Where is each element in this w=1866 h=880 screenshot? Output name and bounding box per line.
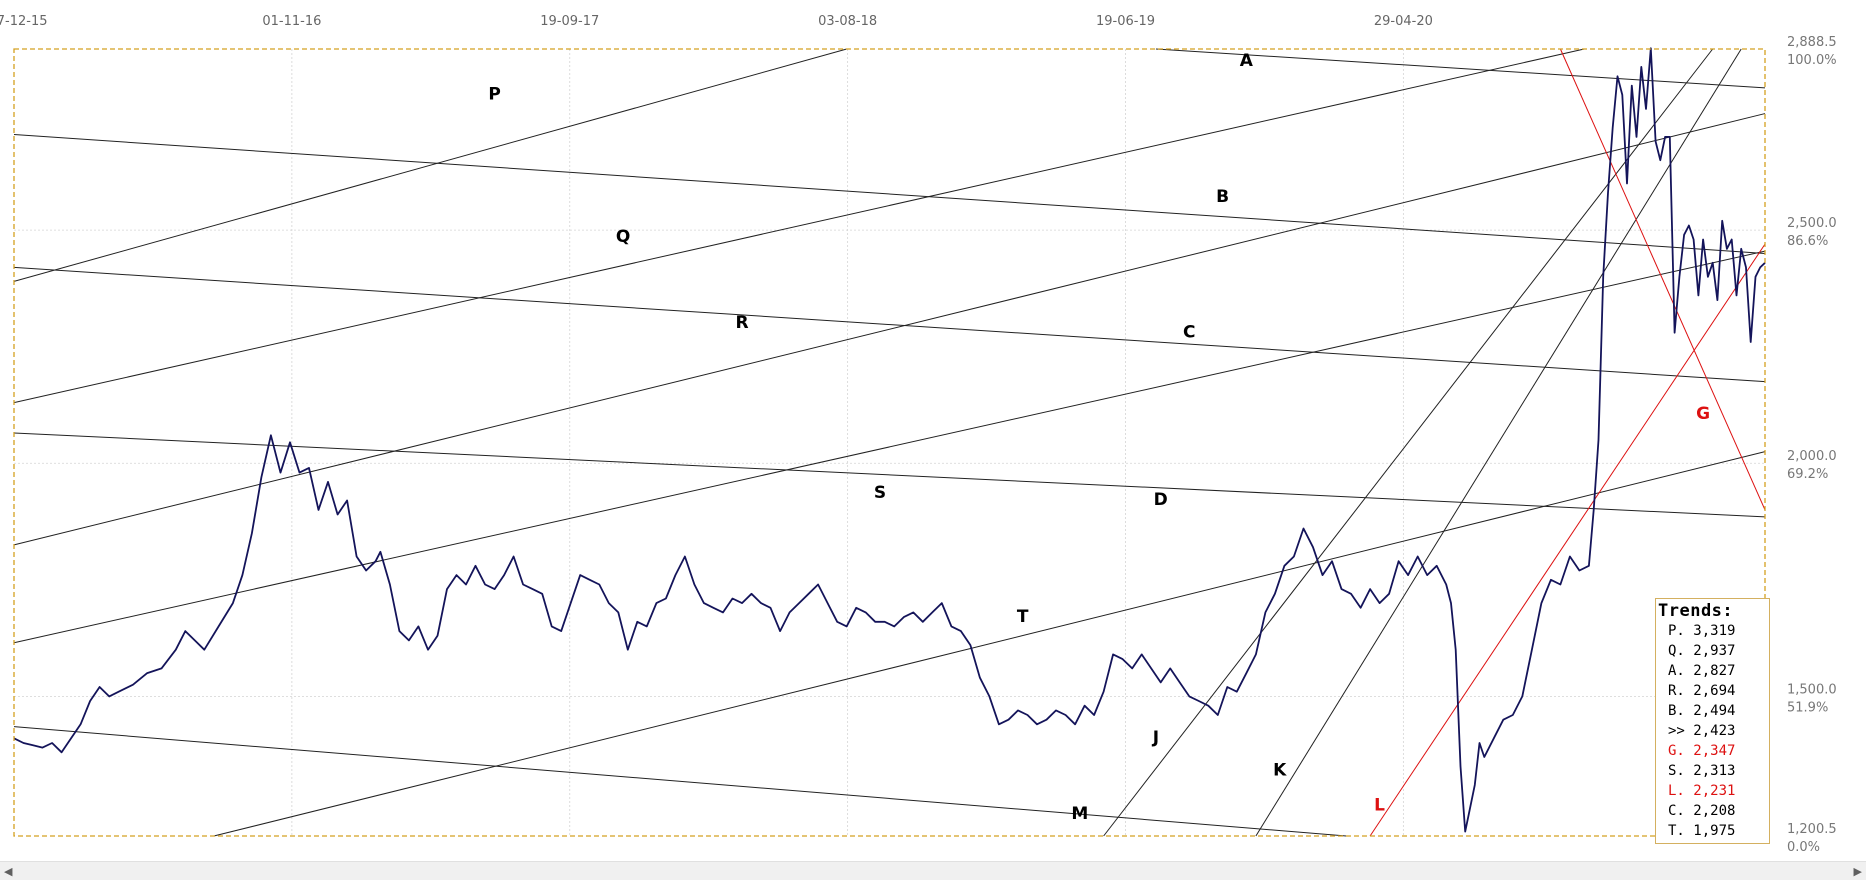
y-tick-percent-label: 51.9% <box>1787 700 1828 715</box>
plot-frame <box>13 48 1766 837</box>
trend-label-p: P <box>488 85 500 105</box>
scroll-right-arrow-icon[interactable]: ▶ <box>1853 865 1862 878</box>
legend-item: C. 2,208 <box>1668 803 1736 819</box>
legend-item: R. 2,694 <box>1668 683 1736 699</box>
x-tick-label: 03-08-18 <box>818 14 877 29</box>
trend-line-a <box>1155 48 1766 89</box>
trend-label-b: B <box>1216 187 1229 207</box>
trend-label-g: G <box>1696 404 1710 424</box>
trend-line-d <box>13 432 1766 518</box>
y-tick-price-label: 2,000.0 <box>1787 449 1837 464</box>
y-tick-price-label: 2,500.0 <box>1787 216 1837 231</box>
trend-label-j: J <box>1152 728 1159 748</box>
x-tick-label: 29-04-20 <box>1374 14 1433 29</box>
y-axis-ticks: 2,888.5 100.0% 2,500.0 86.6% 2,000.0 69.2% 1,5… <box>1787 35 1837 855</box>
price-series <box>13 47 1766 833</box>
trend-label-m: M <box>1071 804 1088 824</box>
trend-line-m <box>13 726 1347 837</box>
legend-rows: P. 3,319 Q. 2,937 A. 2,827 R. 2,694 B. 2,494… <box>1656 621 1769 841</box>
y-tick-percent-label: 0.0% <box>1787 840 1820 855</box>
trend-line-p <box>13 48 847 282</box>
gridlines <box>14 49 1765 836</box>
legend-item: T. 1,975 <box>1668 823 1736 839</box>
trend-line-labels: P Q A R B C S D T M J K L G <box>488 51 1710 824</box>
x-tick-label: 19-06-19 <box>1096 14 1155 29</box>
legend-item: Q. 2,937 <box>1668 643 1736 659</box>
trend-line-j <box>1103 48 1714 837</box>
trend-line-b <box>13 134 1766 254</box>
legend-item: S. 2,313 <box>1668 763 1736 779</box>
trend-label-k: K <box>1273 761 1287 781</box>
legend-item: G. 2,347 <box>1668 743 1736 759</box>
trend-label-s: S <box>874 483 886 503</box>
trend-line-s <box>13 250 1766 644</box>
scroll-left-arrow-icon[interactable]: ◀ <box>4 865 13 878</box>
trend-label-d: D <box>1154 490 1168 510</box>
trend-label-c: C <box>1183 322 1195 342</box>
x-axis-ticks: 17-12-15 01-11-16 19-09-17 03-08-18 19-06-19… <box>0 14 1433 29</box>
trends-legend: Trends: P. 3,319 Q. 2,937 A. 2,827 R. 2,694… <box>1655 598 1770 844</box>
trend-line-c <box>13 266 1766 383</box>
y-tick-price-label: 2,888.5 <box>1787 35 1837 50</box>
legend-item: A. 2,827 <box>1668 663 1736 679</box>
trend-label-q: Q <box>616 227 630 247</box>
trend-line-t <box>213 451 1766 837</box>
trend-label-r: R <box>735 313 748 333</box>
trend-label-a: A <box>1240 51 1254 71</box>
trend-line-r <box>13 113 1766 546</box>
trend-line-l <box>1369 243 1766 837</box>
legend-item: B. 2,494 <box>1668 703 1736 719</box>
trend-line-q <box>13 48 1585 404</box>
y-tick-percent-label: 100.0% <box>1787 53 1837 68</box>
y-tick-price-label: 1,200.5 <box>1787 822 1837 837</box>
legend-item: >> 2,423 <box>1668 723 1736 739</box>
legend-item: L. 2,231 <box>1668 783 1736 799</box>
legend-item: P. 3,319 <box>1668 623 1736 639</box>
trend-label-l: L <box>1374 796 1385 816</box>
legend-title: Trends: <box>1658 601 1734 621</box>
trend-label-t: T <box>1017 607 1029 627</box>
trend-line-g <box>1559 48 1766 511</box>
x-tick-label: 17-12-15 <box>0 14 48 29</box>
price-line <box>13 47 1766 833</box>
x-tick-label: 01-11-16 <box>262 14 321 29</box>
trend-lines <box>13 48 1766 837</box>
y-tick-percent-label: 86.6% <box>1787 234 1828 249</box>
y-tick-percent-label: 69.2% <box>1787 467 1828 482</box>
y-tick-price-label: 1,500.0 <box>1787 682 1837 697</box>
horizontal-scrollbar[interactable]: ◀ ▶ <box>0 861 1866 880</box>
x-tick-label: 19-09-17 <box>540 14 599 29</box>
trend-line-k <box>1255 48 1742 837</box>
